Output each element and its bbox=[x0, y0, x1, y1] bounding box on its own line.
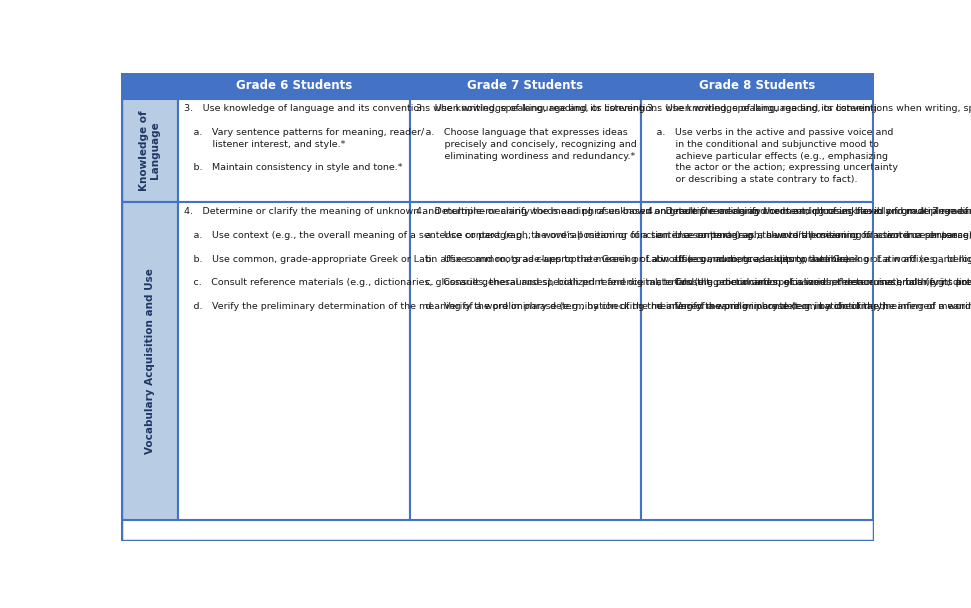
FancyBboxPatch shape bbox=[642, 73, 873, 98]
Text: Grade 8 Students: Grade 8 Students bbox=[699, 79, 816, 92]
Text: 4. Determine or clarify the meaning of unknown and multiple-meaning words and ph: 4. Determine or clarify the meaning of u… bbox=[416, 207, 971, 311]
FancyBboxPatch shape bbox=[410, 98, 642, 202]
FancyBboxPatch shape bbox=[642, 98, 873, 202]
Text: 3. Use knowledge of language and its conventions when writing, speaking, reading: 3. Use knowledge of language and its con… bbox=[416, 105, 880, 161]
Text: 4. Determine or clarify the meaning of unknown and multiple-meaning words or phr: 4. Determine or clarify the meaning of u… bbox=[648, 207, 971, 311]
FancyBboxPatch shape bbox=[410, 202, 642, 520]
FancyBboxPatch shape bbox=[178, 73, 410, 98]
FancyBboxPatch shape bbox=[121, 98, 178, 202]
FancyBboxPatch shape bbox=[410, 73, 642, 98]
FancyBboxPatch shape bbox=[178, 98, 410, 202]
Text: Vocabulary Acquisition and Use: Vocabulary Acquisition and Use bbox=[145, 268, 154, 454]
FancyBboxPatch shape bbox=[121, 202, 178, 520]
FancyBboxPatch shape bbox=[121, 73, 178, 98]
Text: 4. Determine or clarify the meaning of unknown and multiple-meaning words and ph: 4. Determine or clarify the meaning of u… bbox=[184, 207, 971, 311]
Text: 3. Use knowledge of language and its conventions when writing, speaking, reading: 3. Use knowledge of language and its con… bbox=[648, 105, 971, 184]
Text: 3. Use knowledge of language and its conventions when writing, speaking, reading: 3. Use knowledge of language and its con… bbox=[184, 105, 648, 172]
Text: Grade 7 Students: Grade 7 Students bbox=[467, 79, 584, 92]
Text: Grade 6 Students: Grade 6 Students bbox=[236, 79, 352, 92]
Text: Knowledge of
Language: Knowledge of Language bbox=[139, 110, 160, 190]
FancyBboxPatch shape bbox=[642, 202, 873, 520]
FancyBboxPatch shape bbox=[178, 202, 410, 520]
